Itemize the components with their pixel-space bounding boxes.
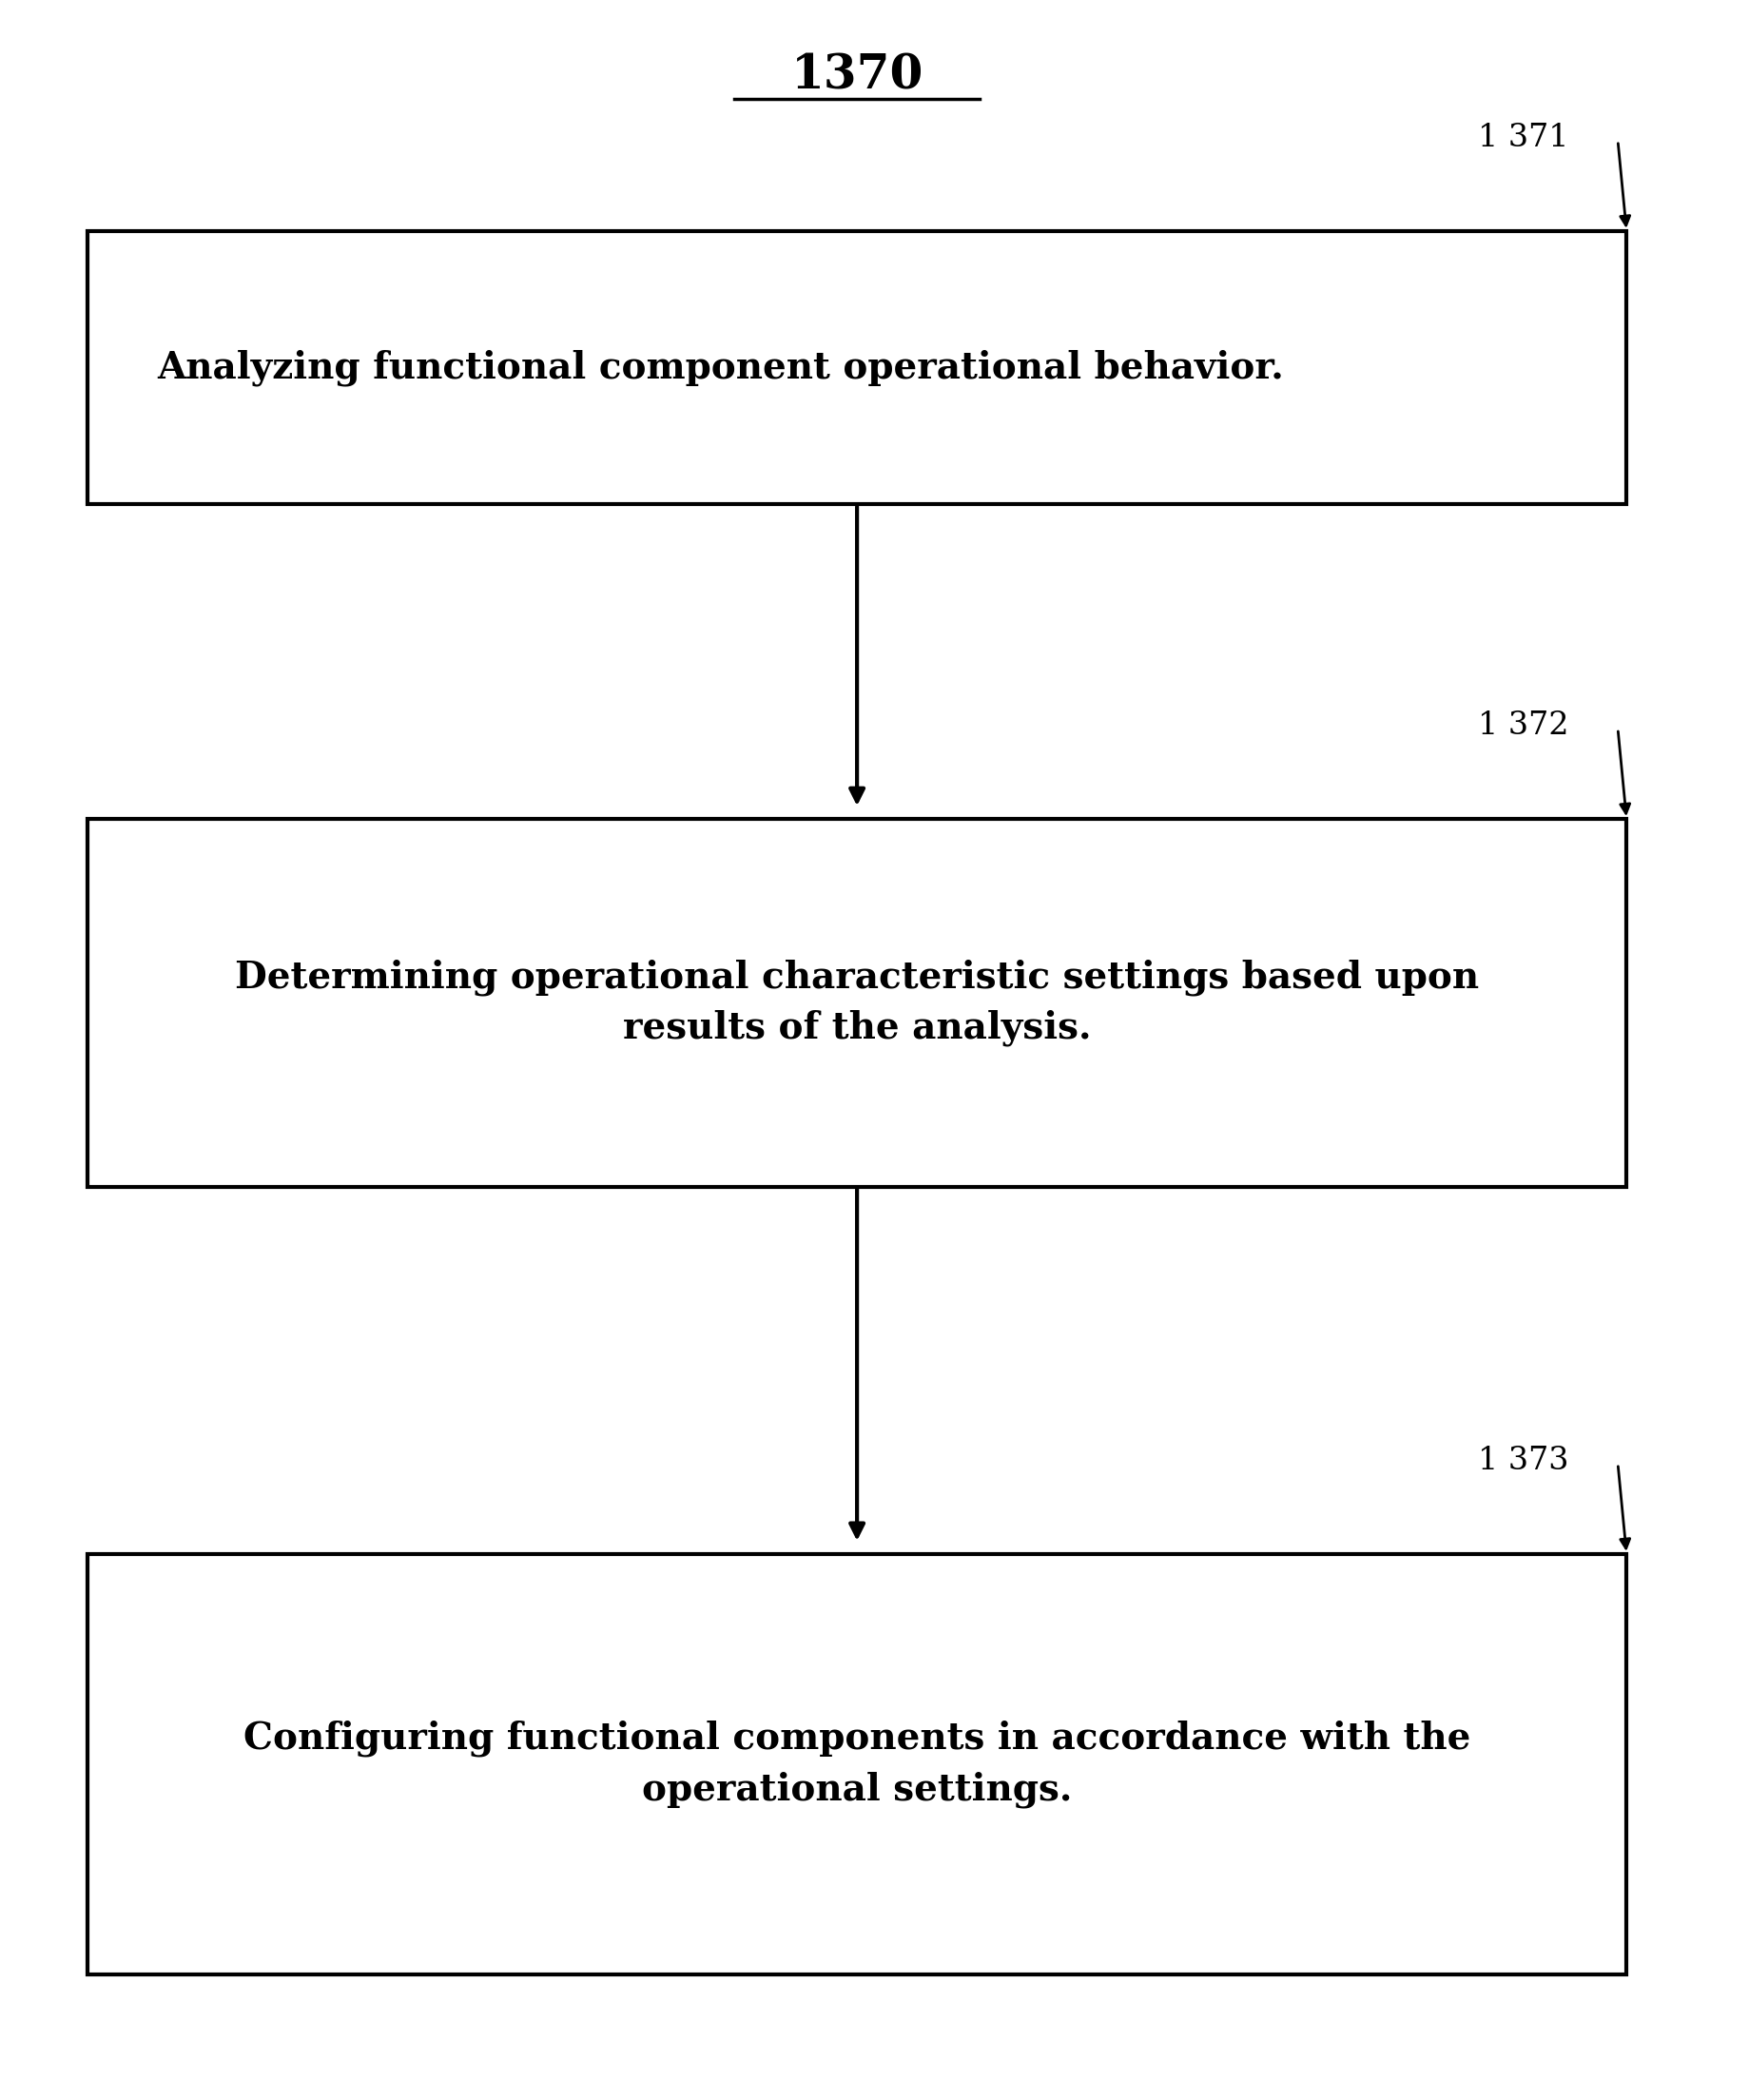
Text: 1 373: 1 373 xyxy=(1478,1447,1569,1476)
Text: 1 371: 1 371 xyxy=(1478,124,1569,153)
Text: Configuring functional components in accordance with the
operational settings.: Configuring functional components in acc… xyxy=(243,1720,1471,1808)
Text: 1370: 1370 xyxy=(791,52,923,99)
Text: 1 372: 1 372 xyxy=(1478,712,1569,741)
Bar xyxy=(87,231,1627,504)
Bar xyxy=(87,1554,1627,1974)
Bar xyxy=(87,819,1627,1186)
Text: Analyzing functional component operational behavior.: Analyzing functional component operation… xyxy=(157,349,1284,386)
Text: Determining operational characteristic settings based upon
results of the analys: Determining operational characteristic s… xyxy=(234,960,1480,1046)
